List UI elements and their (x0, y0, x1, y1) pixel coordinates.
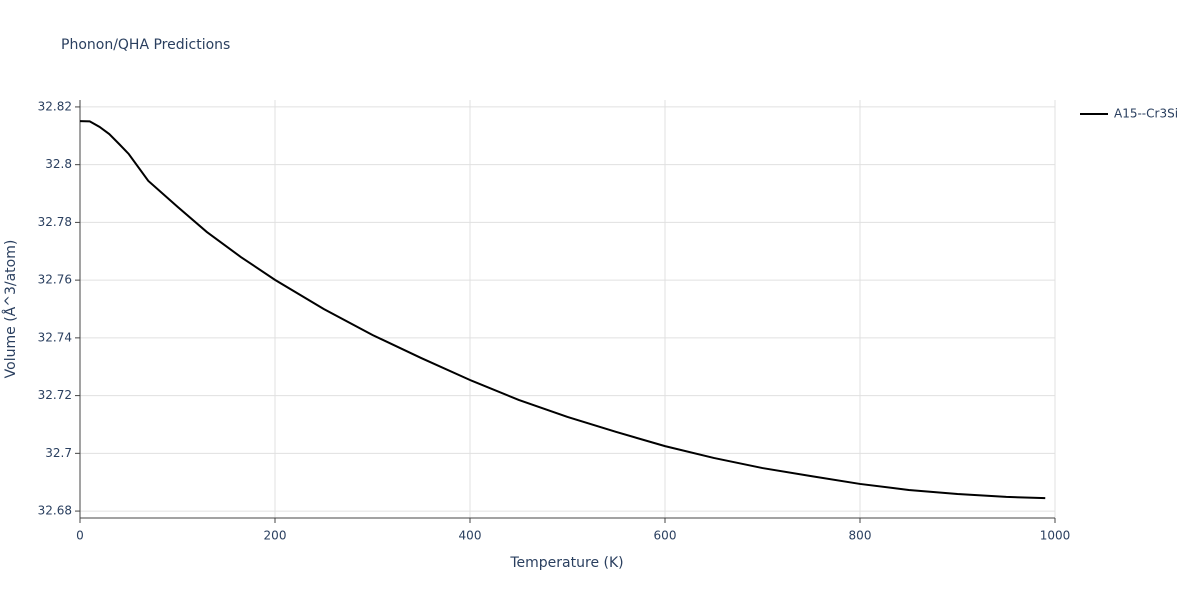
y-tick-label: 32.68 (38, 504, 72, 518)
data-line (79, 120, 1046, 500)
y-tick-label: 32.82 (38, 99, 72, 113)
x-tick-label: 400 (459, 529, 482, 543)
y-axis-label: Volume (Å^3/atom) (2, 240, 19, 379)
x-tick-label: 200 (264, 529, 287, 543)
y-tick-label: 32.76 (38, 273, 72, 287)
legend-label: A15--Cr3Si (1114, 107, 1178, 121)
x-tick-label: 0 (76, 529, 84, 543)
y-tick-label: 32.7 (45, 446, 72, 460)
chart-title: Phonon/QHA Predictions (61, 37, 230, 53)
y-tick-label: 32.72 (38, 388, 72, 402)
y-tick-label: 32.8 (45, 157, 72, 171)
y-tick-label: 32.74 (38, 330, 72, 344)
y-tick-label: 32.78 (38, 215, 72, 229)
x-tick-label: 1000 (1040, 529, 1071, 543)
x-tick-label: 600 (654, 529, 677, 543)
x-tick-label: 800 (849, 529, 872, 543)
x-axis-label: Temperature (K) (509, 555, 623, 571)
